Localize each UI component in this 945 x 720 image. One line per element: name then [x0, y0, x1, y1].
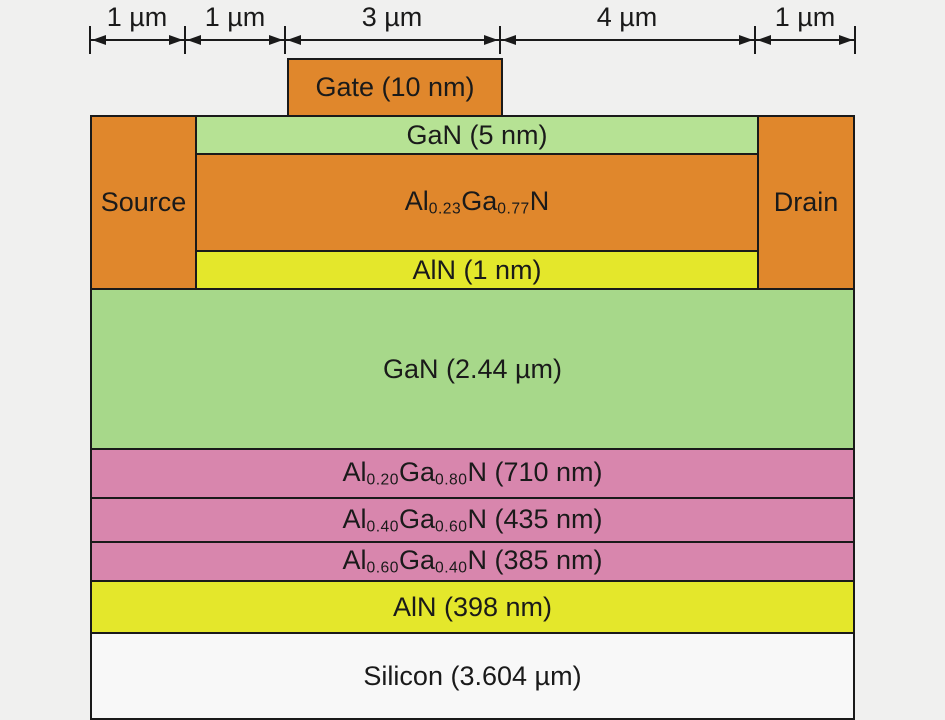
- formula-subscript: 0.40: [435, 559, 468, 577]
- formula-part: Al: [342, 457, 367, 488]
- formula-part: N: [529, 186, 550, 217]
- formula-part: Ga: [398, 503, 435, 534]
- layer-label: Al0.60Ga0.40N (385 nm): [342, 545, 602, 577]
- formula-part: N (435 nm): [467, 503, 603, 534]
- formula-part: Al: [342, 545, 367, 576]
- layer-label: Al0.23Ga0.77N: [405, 186, 550, 218]
- formula-subscript: 0.40: [366, 518, 399, 536]
- layer-label: Source: [100, 187, 187, 217]
- layer-label: Al0.40Ga0.60N (435 nm): [342, 504, 602, 536]
- formula-subscript: 0.80: [435, 471, 468, 489]
- layer-label: GaN (5 nm): [406, 119, 548, 150]
- formula-subscript: 0.23: [428, 200, 462, 218]
- formula-part: Ga: [398, 457, 435, 488]
- formula-part: Ga: [461, 186, 498, 217]
- formula-subscript: 0.77: [497, 200, 530, 218]
- layer-label: Gate (10 nm): [315, 72, 475, 102]
- dimension-label: 1 µm: [204, 2, 266, 32]
- silicon-substrate-layer: Silicon (3.604 µm): [90, 632, 855, 720]
- source-contact: Source: [90, 115, 197, 290]
- aln-spacer-layer: AlN (1 nm): [195, 250, 759, 290]
- dimension-label: 1 µm: [106, 2, 168, 32]
- formula-subscript: 0.20: [366, 471, 399, 489]
- layer-label: GaN (2.44 µm): [382, 353, 563, 384]
- layer-label: Drain: [773, 187, 839, 217]
- dimension-label: 4 µm: [596, 2, 658, 32]
- layer-label: AlN (1 nm): [412, 254, 542, 285]
- gate-layer: Gate (10 nm): [287, 58, 503, 117]
- drain-contact: Drain: [757, 115, 855, 290]
- formula-part: Ga: [398, 545, 435, 576]
- layer-label: AlN (398 nm): [392, 591, 553, 622]
- formula-subscript: 0.60: [435, 518, 468, 536]
- dimension-label: 3 µm: [361, 2, 423, 32]
- layer-label: Al0.20Ga0.80N (710 nm): [342, 457, 602, 489]
- dimension-ruler: [89, 26, 856, 54]
- dimension-label: 1 µm: [774, 2, 836, 32]
- algan-graded-layer-1: Al0.20Ga0.80N (710 nm): [90, 448, 855, 499]
- gan-buffer-layer: GaN (2.44 µm): [90, 288, 855, 450]
- formula-part: N (385 nm): [467, 545, 603, 576]
- layer-label: Silicon (3.604 µm): [363, 660, 582, 691]
- formula-part: Al: [404, 186, 429, 217]
- aln-nucleation-layer: AlN (398 nm): [90, 580, 855, 634]
- formula-part: N (710 nm): [467, 457, 603, 488]
- algan-graded-layer-3: Al0.60Ga0.40N (385 nm): [90, 541, 855, 582]
- formula-part: Al: [342, 503, 367, 534]
- algan-barrier-layer: Al0.23Ga0.77N: [195, 153, 759, 252]
- formula-subscript: 0.60: [366, 559, 399, 577]
- algan-graded-layer-2: Al0.40Ga0.60N (435 nm): [90, 497, 855, 543]
- gan-cap-layer: GaN (5 nm): [195, 115, 759, 155]
